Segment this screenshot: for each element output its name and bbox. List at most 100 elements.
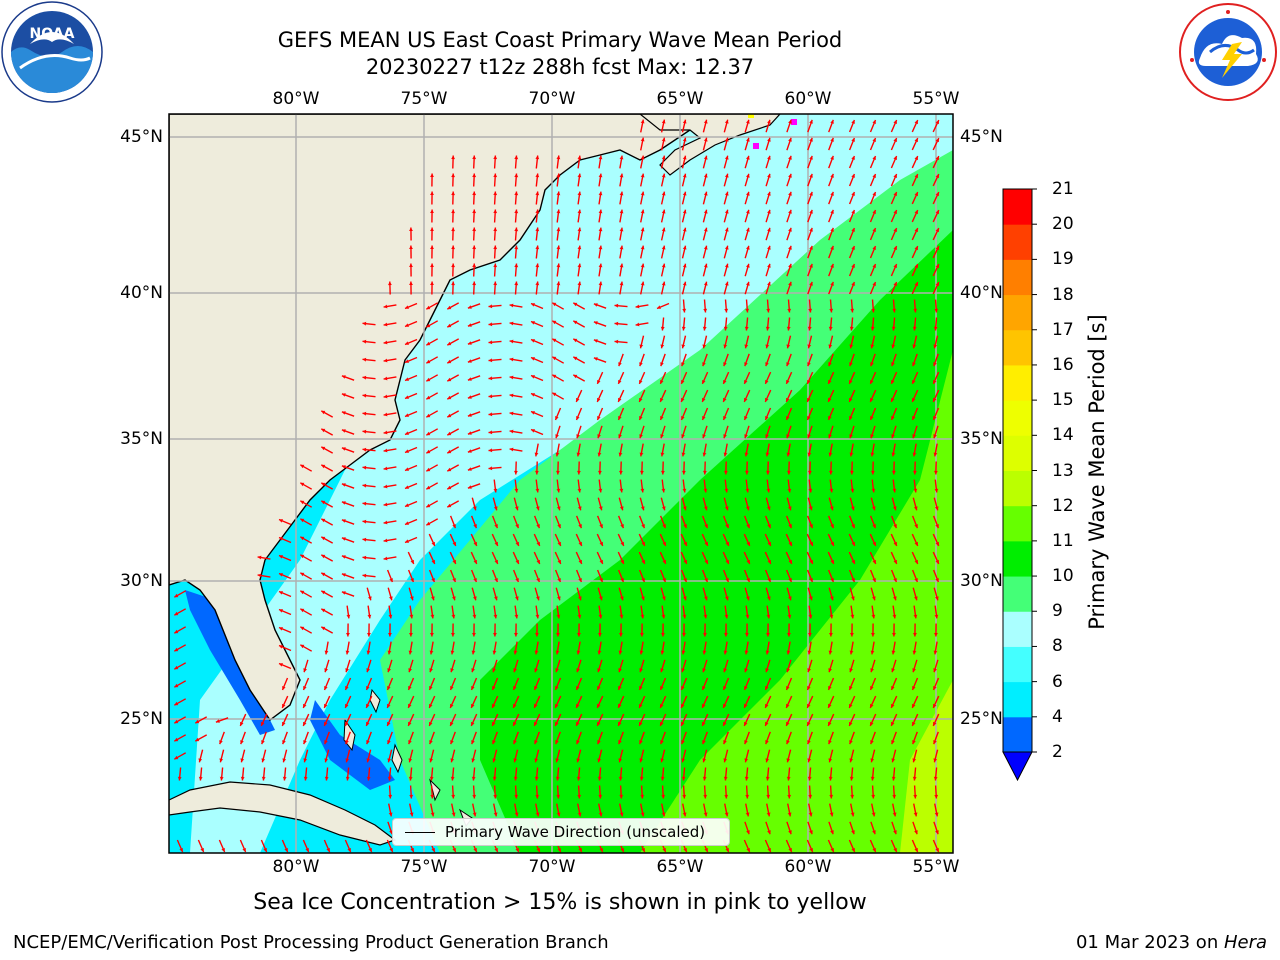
wave-arrow-head xyxy=(850,812,855,817)
wave-arrow-head xyxy=(661,812,666,817)
wave-arrow-head xyxy=(389,596,393,601)
wave-arrow-head xyxy=(383,556,388,561)
wave-arrow-head xyxy=(765,740,769,745)
wave-arrow-head xyxy=(704,596,708,601)
wave-arrow-head xyxy=(450,650,455,655)
wave-arrow-head xyxy=(725,541,729,546)
wave-arrow-head xyxy=(850,308,855,313)
wave-arrow-head xyxy=(640,191,645,196)
wave-arrow-head xyxy=(387,703,391,708)
wave-arrow-head xyxy=(681,344,686,349)
wave-arrow-head xyxy=(766,812,771,817)
wave-arrow-head xyxy=(576,740,580,745)
colorbar-tick-label: 17 xyxy=(1052,319,1074,340)
wave-arrow-head xyxy=(599,848,603,852)
wave-arrow-head xyxy=(429,668,433,673)
wave-arrow-head xyxy=(174,665,179,670)
wave-arrow-head xyxy=(619,173,624,178)
wave-arrow-head xyxy=(703,470,707,475)
colorbar-segment xyxy=(1003,259,1032,296)
wave-arrow-head xyxy=(488,466,493,471)
wave-arrow-head xyxy=(849,326,854,331)
wave-arrow-head xyxy=(914,264,918,269)
wave-arrow-head xyxy=(934,488,939,493)
wave-arrow-head xyxy=(767,227,771,232)
wave-arrow-head xyxy=(849,650,854,655)
colorbar-tick-label: 14 xyxy=(1052,425,1074,446)
lat-label-left: 35°N xyxy=(120,429,163,449)
wave-arrow-head xyxy=(341,591,346,595)
wave-arrow-head xyxy=(704,541,708,546)
wave-arrow-head xyxy=(618,776,623,781)
wave-arrow-head xyxy=(744,740,748,745)
footer-date: 01 Mar 2023 on Hera xyxy=(1076,932,1267,954)
wave-arrow-head xyxy=(535,173,540,178)
wave-arrow-head xyxy=(430,281,434,285)
wave-arrow-head xyxy=(828,776,833,781)
wave-arrow-head xyxy=(830,119,834,124)
wave-arrow-head xyxy=(597,380,601,384)
wave-arrow-head xyxy=(724,209,729,214)
wave-arrow-head xyxy=(933,326,938,331)
wave-arrow-head xyxy=(431,559,435,564)
wave-arrow-head xyxy=(912,740,916,745)
wave-arrow-head xyxy=(472,173,477,178)
wave-arrow-head xyxy=(788,596,792,601)
wave-arrow-head xyxy=(914,228,918,233)
wave-arrow-head xyxy=(745,506,750,511)
wave-arrow-head xyxy=(851,559,855,564)
wave-arrow-head xyxy=(703,794,708,799)
wave-arrow-head xyxy=(872,246,876,250)
wave-arrow-head xyxy=(451,155,455,160)
colorbar-tick-label: 13 xyxy=(1052,460,1074,481)
colorbar xyxy=(1002,188,1037,782)
wave-arrow-head xyxy=(577,209,582,214)
wave-arrow-head xyxy=(405,323,409,327)
wave-arrow-head xyxy=(681,416,685,420)
wave-arrow-head xyxy=(514,191,519,196)
wave-arrow-head xyxy=(535,488,540,493)
wave-arrow-head xyxy=(534,776,539,781)
sea-ice-marker xyxy=(791,119,797,125)
wave-arrow-head xyxy=(345,721,349,726)
wave-arrow-head xyxy=(934,812,939,817)
wave-arrow-head xyxy=(531,411,535,415)
wave-arrow-head xyxy=(661,506,666,511)
wave-arrow-head xyxy=(450,668,454,673)
wave-arrow-head xyxy=(303,740,307,745)
wave-arrow-head xyxy=(387,650,392,655)
wave-arrow-head xyxy=(509,393,514,398)
wave-arrow-head xyxy=(725,524,729,529)
wave-arrow-head xyxy=(766,308,771,313)
wave-arrow-head xyxy=(536,541,540,546)
wave-arrow-head xyxy=(368,848,372,852)
wave-arrow-head xyxy=(702,434,706,439)
wave-arrow-head xyxy=(891,703,895,708)
wave-arrow-head xyxy=(871,488,876,493)
wave-arrow-head xyxy=(681,721,685,726)
wave-arrow-head xyxy=(513,721,517,726)
wave-arrow-head xyxy=(324,721,328,726)
wave-arrow-head xyxy=(870,397,874,402)
wave-arrow-head xyxy=(447,449,452,454)
wave-arrow-head xyxy=(639,380,643,384)
wave-arrow-head xyxy=(640,137,645,142)
wave-arrow-head xyxy=(723,776,728,781)
wave-arrow-head xyxy=(321,410,326,415)
wave-arrow-head xyxy=(765,650,770,655)
wave-arrow-head xyxy=(933,740,937,745)
wave-arrow-head xyxy=(661,281,666,286)
nws-logo xyxy=(1178,2,1278,102)
wave-arrow-head xyxy=(851,264,855,268)
wave-arrow-head xyxy=(556,263,561,268)
wave-arrow-head xyxy=(429,650,434,655)
wave-arrow-head xyxy=(746,578,750,582)
wave-arrow-head xyxy=(830,263,834,268)
wave-arrow-head xyxy=(282,686,286,690)
colorbar-segment xyxy=(1003,364,1032,401)
wave-arrow-head xyxy=(341,483,346,487)
wave-arrow-head xyxy=(388,633,392,637)
wave-arrow-head xyxy=(383,376,388,381)
wave-arrow-head xyxy=(618,434,622,439)
wave-arrow-head xyxy=(639,758,644,763)
